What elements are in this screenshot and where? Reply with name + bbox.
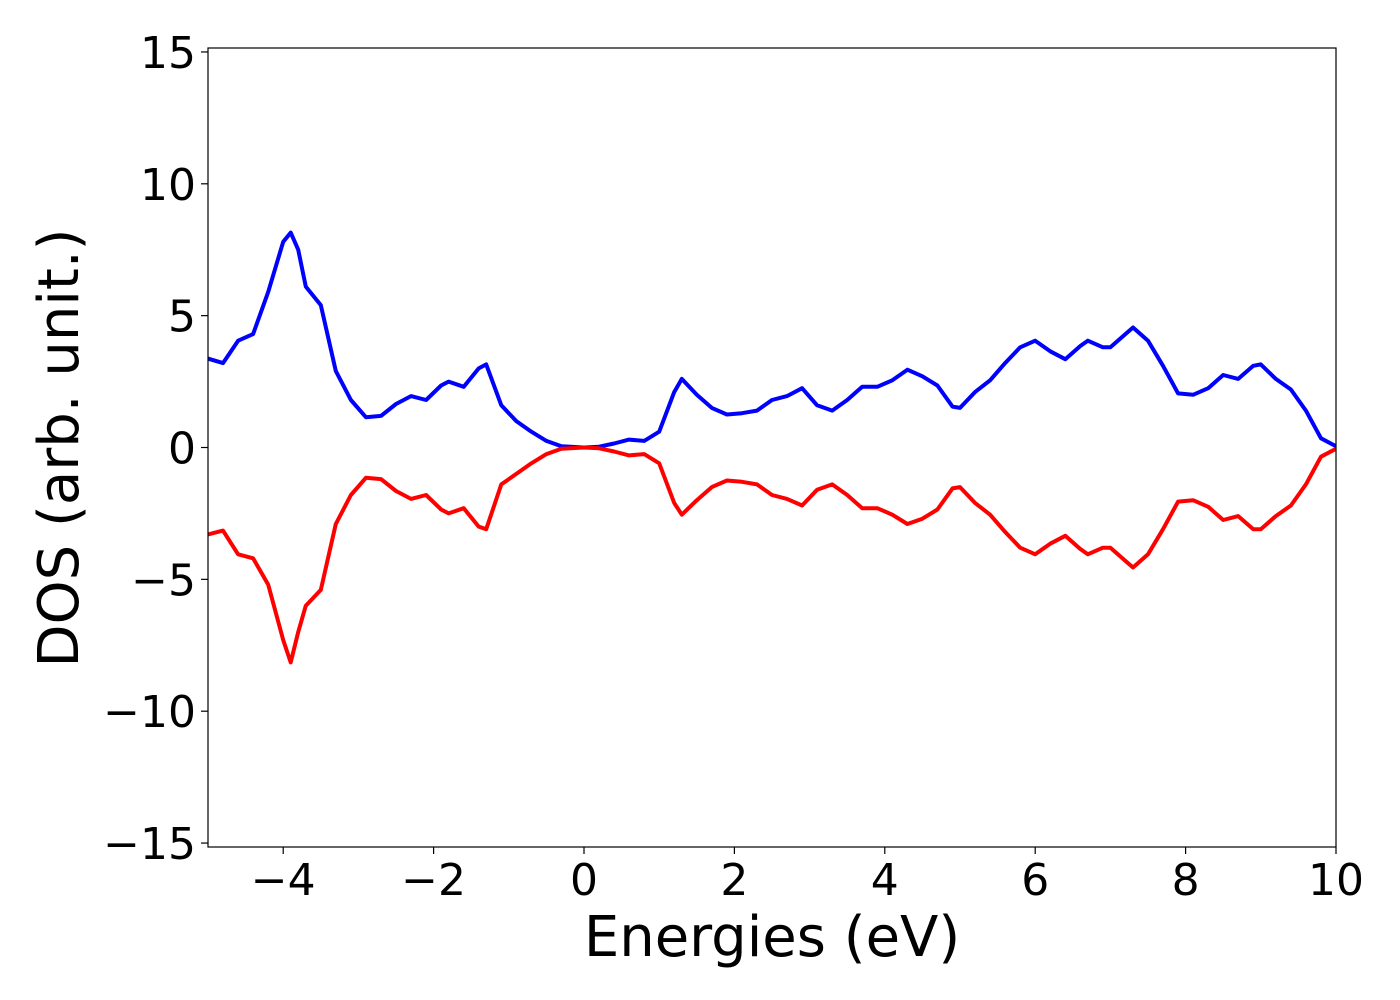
x-tick-label: 4 (871, 855, 899, 906)
y-tick-label: −10 (103, 687, 196, 738)
x-tick-label: 6 (1021, 855, 1049, 906)
x-tick-label: 10 (1308, 855, 1364, 906)
y-tick-label: 5 (168, 292, 196, 343)
y-axis-label: DOS (arb. unit.) (27, 228, 92, 667)
x-tick-label: 8 (1172, 855, 1200, 906)
line-series (208, 445, 1336, 665)
y-tick-label: −5 (131, 555, 196, 606)
y-tick-label: −15 (103, 819, 196, 870)
y-tick-label: 0 (168, 424, 196, 475)
x-tick-label: −4 (251, 855, 316, 906)
y-tick-label: 15 (140, 28, 196, 79)
plot-frame (207, 47, 1337, 848)
x-tick-label: 2 (720, 855, 748, 906)
x-axis-label: Energies (eV) (584, 905, 960, 970)
y-tick-label: 10 (140, 160, 196, 211)
x-tick-label: 0 (570, 855, 598, 906)
x-tick-label: −2 (401, 855, 466, 906)
line-series (208, 230, 1336, 450)
